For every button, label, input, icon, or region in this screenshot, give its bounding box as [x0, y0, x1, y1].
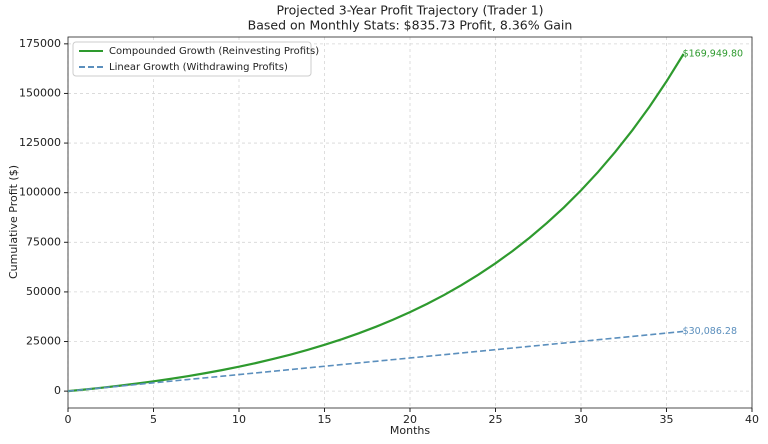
y-tick-label: 25000 [26, 335, 61, 348]
x-tick-label: 30 [574, 413, 588, 426]
data-label: $30,086.28 [683, 326, 737, 337]
x-tick-label: 15 [318, 413, 332, 426]
x-axis-label: Months [390, 424, 430, 437]
y-tick-label: 0 [54, 384, 61, 397]
plot-frame [67, 36, 753, 409]
y-tick-label: 150000 [19, 86, 61, 99]
x-tick-label: 10 [232, 413, 246, 426]
y-tick-label: 75000 [26, 235, 61, 248]
x-tick-label: 0 [65, 413, 72, 426]
legend: Compounded Growth (Reinvesting Profits) L… [72, 41, 319, 77]
legend-label: Linear Growth (Withdrawing Profits) [109, 62, 288, 73]
x-tick-label: 40 [745, 413, 759, 426]
data-label: $169,949.80 [683, 48, 743, 59]
x-tick-label: 20 [403, 413, 417, 426]
x-tick-label: 5 [150, 413, 157, 426]
chart-subtitle: Based on Monthly Stats: $835.73 Profit, … [248, 18, 573, 33]
y-tick-label: 50000 [26, 285, 61, 298]
legend-label: Compounded Growth (Reinvesting Profits) [109, 46, 319, 57]
series-line [67, 53, 685, 393]
x-tick-label: 25 [489, 413, 503, 426]
y-tick-label: 125000 [19, 136, 61, 149]
x-tick-label: 35 [660, 413, 674, 426]
y-axis-label: Cumulative Profit ($) [7, 165, 20, 279]
chart-title: Projected 3-Year Profit Trajectory (Trad… [276, 3, 543, 18]
legend-box [72, 41, 312, 77]
y-tick-label: 100000 [19, 186, 61, 199]
series-line [67, 330, 684, 392]
y-tick-label: 175000 [19, 37, 61, 50]
